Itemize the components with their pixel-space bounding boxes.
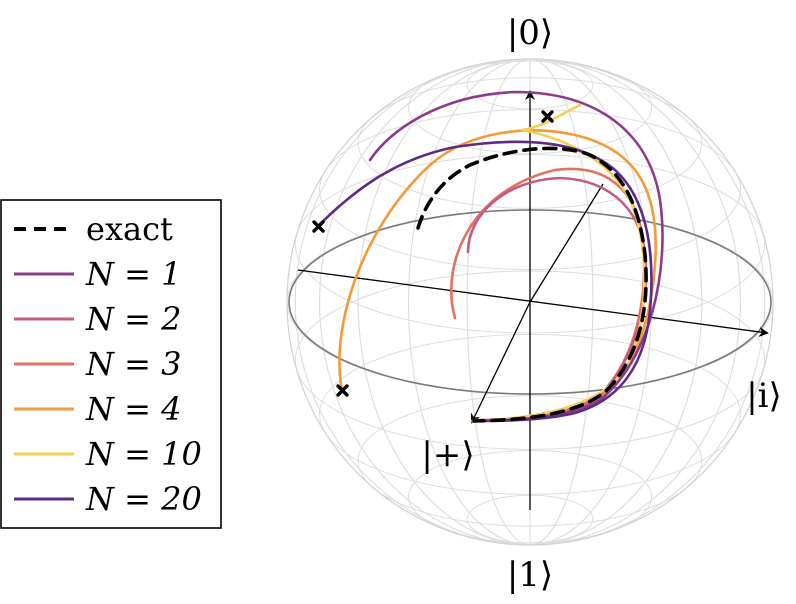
legend-label: N = 3 (85, 345, 182, 383)
y-axis (297, 269, 769, 337)
legend-entry: N = 20 (14, 480, 202, 518)
legend-label: N = 2 (85, 300, 182, 338)
legend-label: N = 10 (85, 435, 202, 473)
trajectory-exact (416, 146, 648, 423)
legend-entry: N = 2 (14, 300, 182, 338)
sphere-outline (286, 58, 774, 546)
trajectory-n10 (472, 103, 646, 423)
label-ket-plus: |+⟩ (421, 435, 474, 475)
legend-label: N = 20 (85, 480, 202, 518)
marker-cross-2 (312, 220, 325, 233)
trajectory-n2 (466, 176, 648, 423)
trajectory-n1 (368, 90, 664, 423)
legend-entry: N = 10 (14, 435, 202, 473)
label-ket-i: |i⟩ (746, 376, 782, 416)
trajectories (316, 90, 664, 423)
legend-entry: exact (14, 210, 173, 248)
legend-entry: N = 3 (14, 345, 182, 383)
marker-cross-1 (541, 110, 554, 123)
axes (297, 90, 769, 510)
legend-label: exact (86, 210, 173, 248)
legend: exact N = 1 N = 2 N = 3 N = 4 N = 10 N = 20 (0, 199, 222, 529)
trajectory-n20 (316, 140, 653, 423)
x-axis-front (470, 301, 531, 424)
label-ket-1: |1⟩ (507, 555, 553, 595)
legend-label: N = 4 (85, 390, 182, 428)
marker-cross-3 (336, 384, 349, 397)
x-axis-back (529, 183, 604, 303)
label-ket-0: |0⟩ (507, 13, 553, 53)
endpoint-markers (312, 110, 554, 397)
legend-entry: N = 1 (14, 255, 182, 293)
legend-label: N = 1 (85, 255, 182, 293)
legend-entry: N = 4 (14, 390, 182, 428)
